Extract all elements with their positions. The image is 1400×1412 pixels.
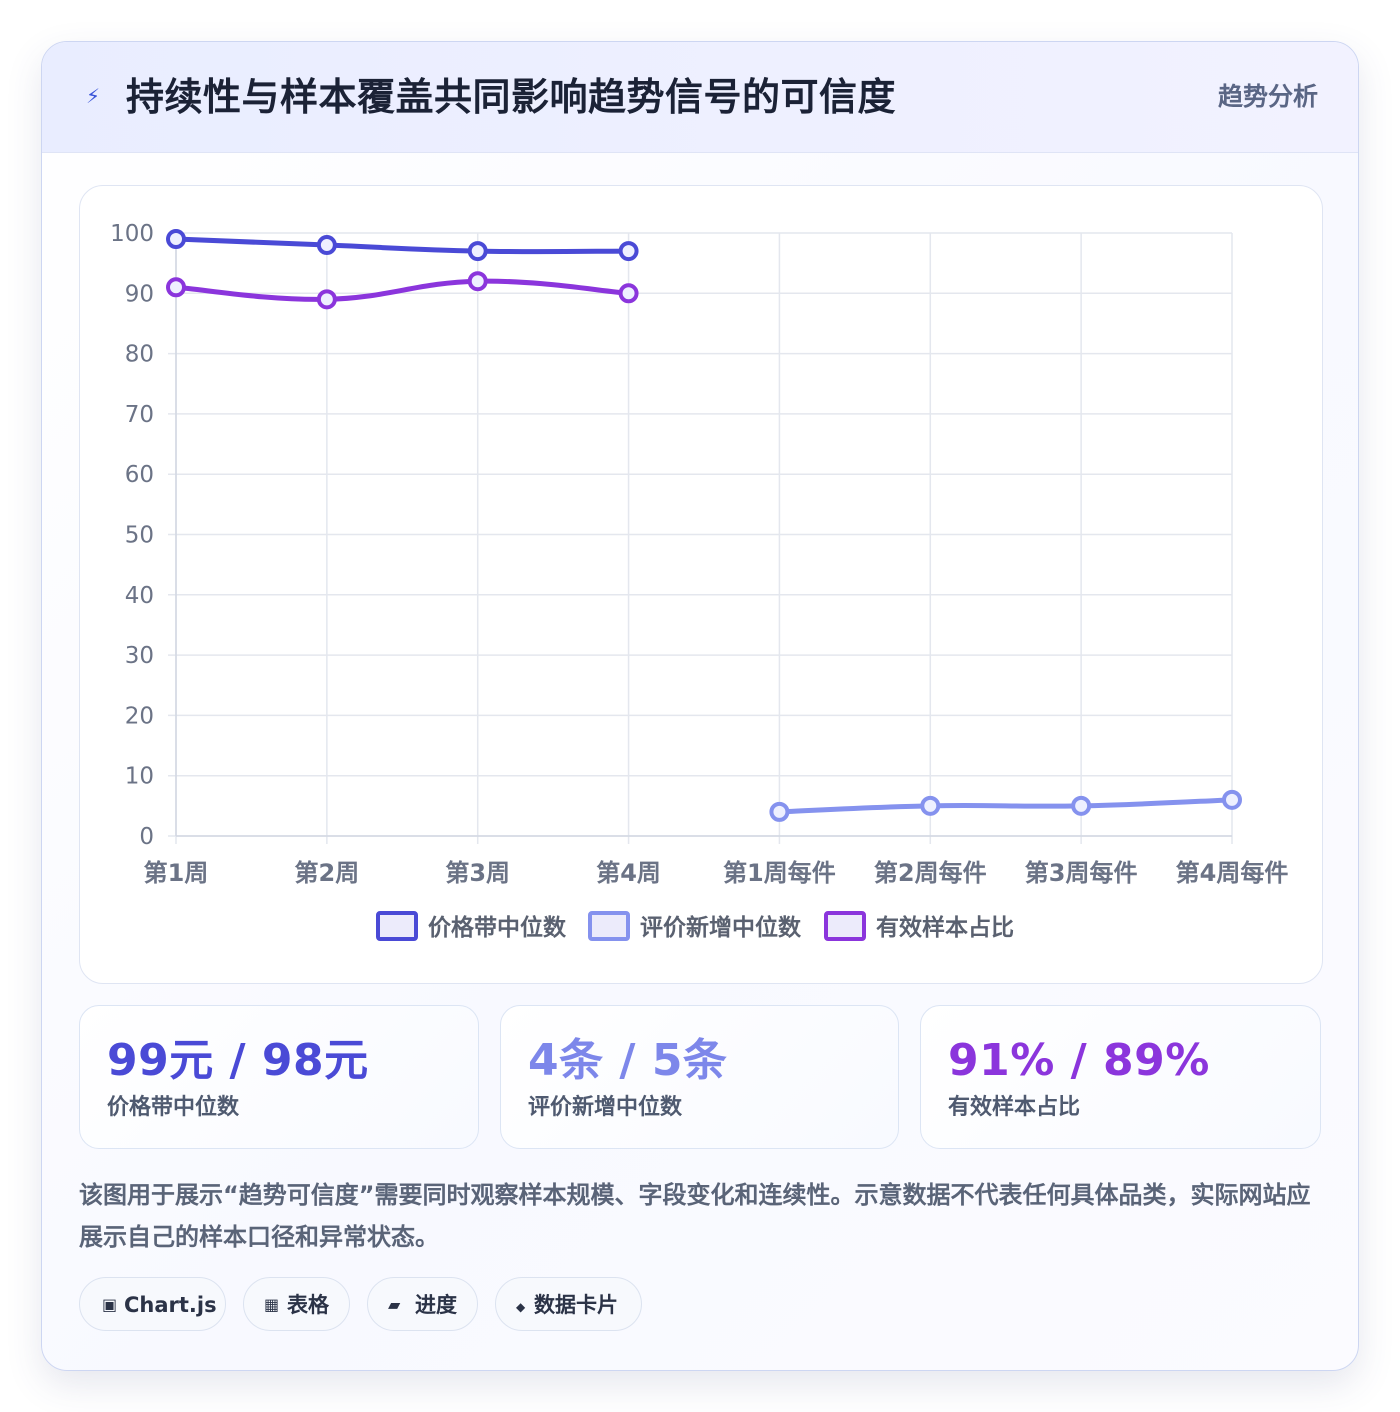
series-line-1 [776,797,1235,815]
chip-data-card[interactable]: ◆ 数据卡片 [495,1277,642,1331]
chart-grid [168,232,1233,844]
stat-value: 4条 / 5条 [528,1035,728,1086]
y-tick-label: 90 [125,281,154,307]
x-tick-label: 第2周 [295,859,360,887]
chart-legend: 价格带中位数 评价新增中位数 有效样本占比 [376,911,1014,941]
data-point [166,229,186,250]
data-point [467,241,488,262]
chart-icon: ▣ [102,1295,118,1314]
data-point [618,283,639,304]
progress-icon: ▰ [388,1295,401,1314]
data-point [316,235,337,256]
legend-item: 有效样本占比 [824,911,1014,941]
legend-swatch [824,911,866,941]
stat-card-reviews: 4条 / 5条 评价新增中位数 [500,1005,899,1149]
line-chart: 0 10 20 30 40 50 60 70 80 90 100 第1周 第2周 第3周 第4周 第1周每件 第… [110,221,1288,941]
x-tick-label: 第4周每件 [1176,859,1289,887]
y-tick-label: 80 [125,342,154,368]
y-tick-label: 0 [139,824,154,850]
stat-label: 价格带中位数 [107,1095,240,1120]
data-point [1071,795,1092,816]
data-point [1222,789,1242,810]
y-tick-label: 10 [125,764,154,790]
stat-label: 评价新增中位数 [528,1095,683,1120]
legend-label: 评价新增中位数 [640,914,802,941]
x-tick-label: 第4周 [596,859,661,887]
data-point [769,801,790,822]
chip-table[interactable]: ▦ 表格 [243,1277,350,1331]
legend-item: 评价新增中位数 [588,911,802,941]
card-title: 持续性与样本覆盖共同影响趋势信号的可信度 [126,75,897,119]
data-point [316,289,337,310]
y-tick-label: 70 [125,402,154,428]
stat-card-price: 99元 / 98元 价格带中位数 [79,1005,479,1149]
stat-value: 91% / 89% [948,1035,1210,1086]
legend-swatch [588,911,630,941]
chart-note: 该图用于展示“趋势可信度”需要同时观察样本规模、字段变化和连续性。示意数据不代表… [79,1181,1311,1251]
chart-axes: 0 10 20 30 40 50 60 70 80 90 100 第1周 第2周 第3周 第4周 第1周每件 第… [110,221,1288,887]
chip-label: Chart.js [124,1293,217,1317]
chip-label: 表格 [287,1293,329,1317]
y-tick-label: 50 [125,523,154,549]
legend-item: 价格带中位数 [376,911,567,941]
x-tick-label: 第1周 [144,859,209,887]
series-line-0 [173,236,632,255]
chip-chartjs[interactable]: ▣ Chart.js [79,1277,226,1331]
chip-progress[interactable]: ▰ 进度 [367,1277,478,1331]
data-point [920,795,941,816]
x-tick-label: 第1周每件 [723,859,836,887]
y-tick-label: 40 [125,583,154,609]
data-card-icon: ◆ [516,1300,526,1314]
stat-label: 有效样本占比 [948,1095,1081,1120]
stat-value: 99元 / 98元 [107,1035,369,1086]
y-tick-label: 20 [125,703,154,729]
y-tick-label: 100 [110,221,154,247]
category-tag: 趋势分析 [1217,82,1318,111]
data-point [467,271,488,292]
table-icon: ▦ [264,1295,280,1314]
chip-label: 进度 [415,1293,457,1317]
series-line-2 [173,278,632,302]
chart-panel: 0 10 20 30 40 50 60 70 80 90 100 第1周 第2周 第3周 第4周 第1周每件 第… [79,185,1323,984]
y-tick-label: 60 [125,462,154,488]
y-tick-label: 30 [125,643,154,669]
chip-label: 数据卡片 [534,1293,618,1317]
trend-card: ⚡ 持续性与样本覆盖共同影响趋势信号的可信度 趋势分析 0 10 20 30 40 50 6… [41,41,1359,1371]
data-point [166,277,186,298]
card-header: ⚡ 持续性与样本覆盖共同影响趋势信号的可信度 趋势分析 [42,42,1358,153]
x-tick-label: 第3周每件 [1025,859,1138,887]
legend-label: 价格带中位数 [428,914,567,941]
chart-series [166,229,1242,822]
stat-card-sample: 91% / 89% 有效样本占比 [920,1005,1321,1149]
x-tick-label: 第2周每件 [874,859,987,887]
lightning-icon: ⚡ [86,84,101,108]
data-point [618,241,639,262]
legend-label: 有效样本占比 [876,914,1014,941]
x-tick-label: 第3周 [445,859,510,887]
legend-swatch [376,911,418,941]
